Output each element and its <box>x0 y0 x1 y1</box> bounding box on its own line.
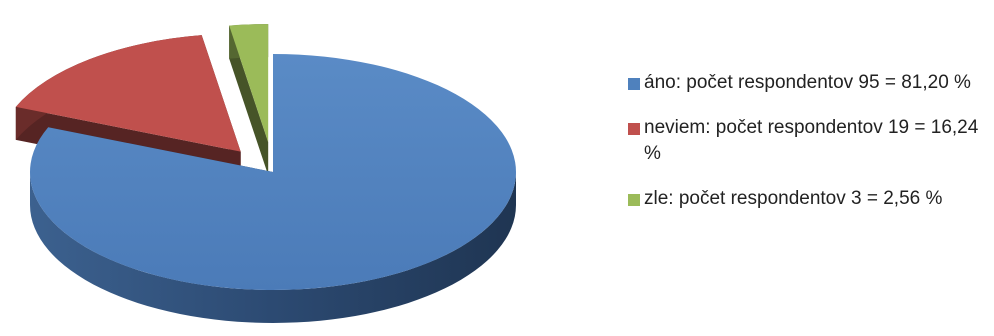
legend-item-zle: zle: počet respondentov 3 = 2,56 % <box>628 186 988 212</box>
slice-side-áno <box>30 172 516 323</box>
legend-swatch-zle <box>628 194 640 206</box>
slice-áno <box>30 54 516 323</box>
legend-label-ano: áno: počet respondentov 95 = 81,20 % <box>644 72 971 93</box>
slice-top-neviem <box>15 35 241 152</box>
legend-label-zle: zle: počet respondentov 3 = 2,56 % <box>644 188 943 209</box>
slice-top-áno <box>30 54 516 290</box>
slice-zle <box>229 24 269 176</box>
legend-item-ano: áno: počet respondentov 95 = 81,20 % <box>628 70 988 96</box>
slice-top-zle <box>229 24 269 143</box>
legend-swatch-ano <box>628 78 640 90</box>
legend-label-neviem: neviem: počet respondentov 19 = 16,24 % <box>644 117 979 164</box>
legend-item-neviem: neviem: počet respondentov 19 = 16,24 % <box>628 115 988 167</box>
legend: áno: počet respondentov 95 = 81,20 % nev… <box>628 70 988 231</box>
legend-swatch-neviem <box>628 123 640 135</box>
slice-wall-zle-0 <box>229 25 269 176</box>
